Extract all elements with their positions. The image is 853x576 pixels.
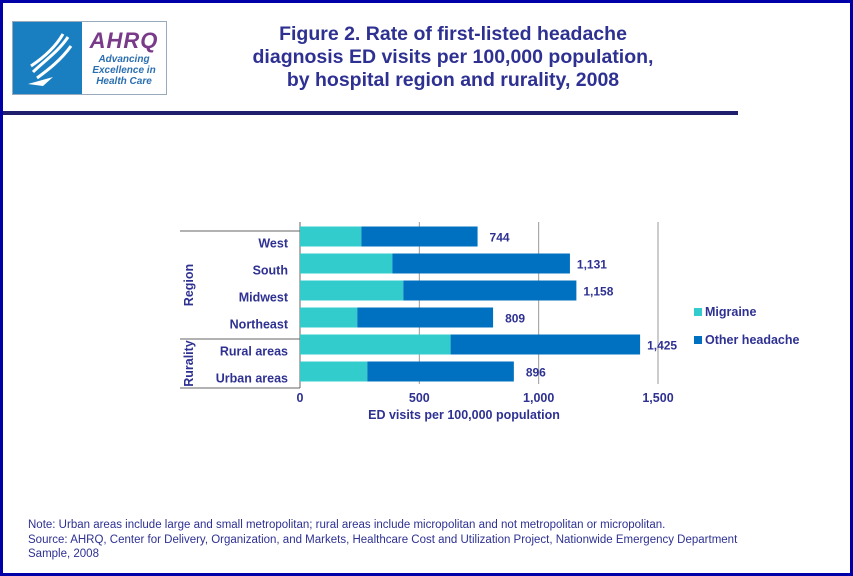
category-label: Urban areas xyxy=(216,372,288,386)
total-label: 809 xyxy=(505,312,525,326)
bar-migraine xyxy=(300,307,358,328)
bar-other-headache xyxy=(367,361,514,382)
bar-other-headache xyxy=(450,334,641,355)
total-label: 1,158 xyxy=(583,285,613,299)
group-label: Region xyxy=(182,264,196,306)
stacked-bar-chart: 0 500 1,000 1,500 744 West 1,131 South 1,158 Midw… xyxy=(180,222,800,422)
bar-migraine xyxy=(300,361,368,382)
legend-label: Migraine xyxy=(705,305,756,319)
bar-migraine xyxy=(300,226,362,247)
total-label: 1,425 xyxy=(647,339,677,353)
page-title: Figure 2. Rate of first-listed headache … xyxy=(193,23,713,92)
tagline-line: Advancing xyxy=(98,54,150,65)
bar-other-headache xyxy=(403,280,577,301)
legend-swatch xyxy=(694,336,702,344)
header-rule xyxy=(3,111,738,115)
chart-note: Note: Urban areas include large and smal… xyxy=(28,519,666,531)
category-label: Rural areas xyxy=(220,345,288,359)
total-label: 896 xyxy=(526,366,546,380)
tagline-line: Health Care xyxy=(96,76,152,87)
x-tick-label: 1,000 xyxy=(523,391,554,405)
legend-swatch xyxy=(694,308,702,316)
title-line: diagnosis ED visits per 100,000 populati… xyxy=(252,46,654,68)
legend-label: Other headache xyxy=(705,333,800,347)
total-label: 744 xyxy=(490,231,510,245)
x-tick-label: 0 xyxy=(297,391,304,405)
x-axis-title: ED visits per 100,000 population xyxy=(368,408,560,422)
bar-migraine xyxy=(300,253,393,274)
tagline-line: Excellence in xyxy=(92,65,156,76)
title-line: by hospital region and rurality, 2008 xyxy=(286,69,620,91)
category-label: South xyxy=(253,264,288,278)
title-line: Figure 2. Rate of first-listed headache xyxy=(279,23,627,45)
total-label: 1,131 xyxy=(577,258,607,272)
category-label: Midwest xyxy=(239,291,289,305)
bar-migraine xyxy=(300,334,451,355)
ahrq-logo: AHRQ Advancing Excellence in Health Care xyxy=(12,21,167,95)
hhs-eagle-icon xyxy=(13,22,82,94)
category-label: Northeast xyxy=(230,318,289,332)
category-label: West xyxy=(258,237,288,251)
x-tick-label: 1,500 xyxy=(642,391,673,405)
bar-migraine xyxy=(300,280,404,301)
bar-other-headache xyxy=(361,226,478,247)
x-tick-label: 500 xyxy=(409,391,430,405)
ahrq-brand: AHRQ xyxy=(89,28,159,53)
chart-source-cont: Sample, 2008 xyxy=(28,548,99,560)
chart-source: Source: AHRQ, Center for Delivery, Organ… xyxy=(28,534,738,546)
group-label: Rurality xyxy=(182,340,196,387)
bar-other-headache xyxy=(392,253,570,274)
bar-other-headache xyxy=(357,307,494,328)
